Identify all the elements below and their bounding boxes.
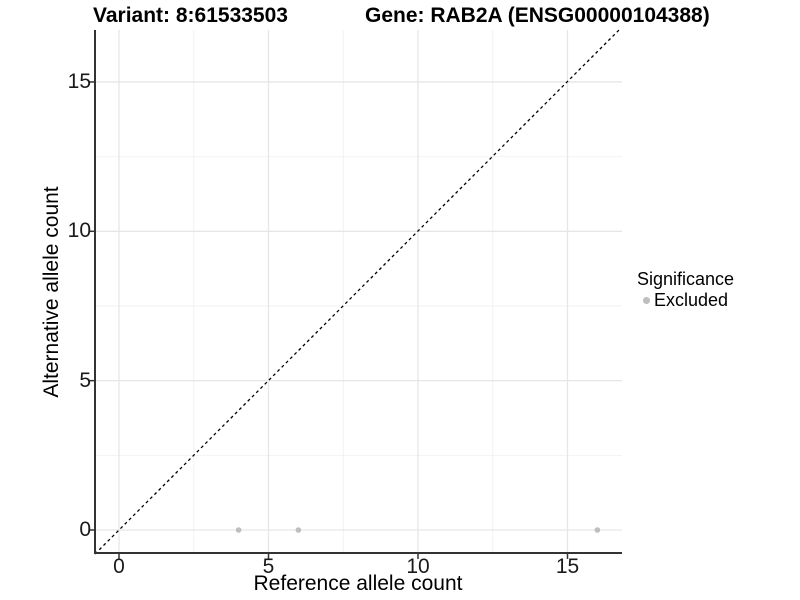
legend-items: Excluded (637, 290, 734, 310)
y-tick-label: 5 (79, 368, 91, 392)
data-point (594, 527, 601, 533)
data-point (235, 527, 242, 533)
y-tick-label: 0 (79, 518, 91, 541)
x-tick-label: 5 (262, 555, 275, 578)
y-tick-label: 10 (67, 219, 91, 243)
gene-title: Gene: RAB2A (ENSG00000104388) (365, 4, 710, 27)
legend-item: Excluded (637, 290, 734, 310)
identity-dashed-line (94, 28, 621, 555)
x-tick-label: 10 (406, 555, 430, 578)
x-axis-title: Reference allele count (253, 572, 463, 595)
legend-title: Significance (637, 269, 735, 289)
x-tick-label: 0 (113, 555, 125, 578)
y-axis-title: Alternative allele count (40, 186, 63, 398)
variant-title: Variant: 8:61533503 (93, 4, 288, 27)
x-tick-label: 15 (555, 555, 580, 578)
y-tick-label: 15 (67, 69, 91, 93)
data-point (295, 527, 302, 533)
legend-point-icon (643, 296, 650, 304)
legend: Significance Excluded (637, 268, 734, 310)
legend-item-label: Excluded (654, 290, 729, 310)
